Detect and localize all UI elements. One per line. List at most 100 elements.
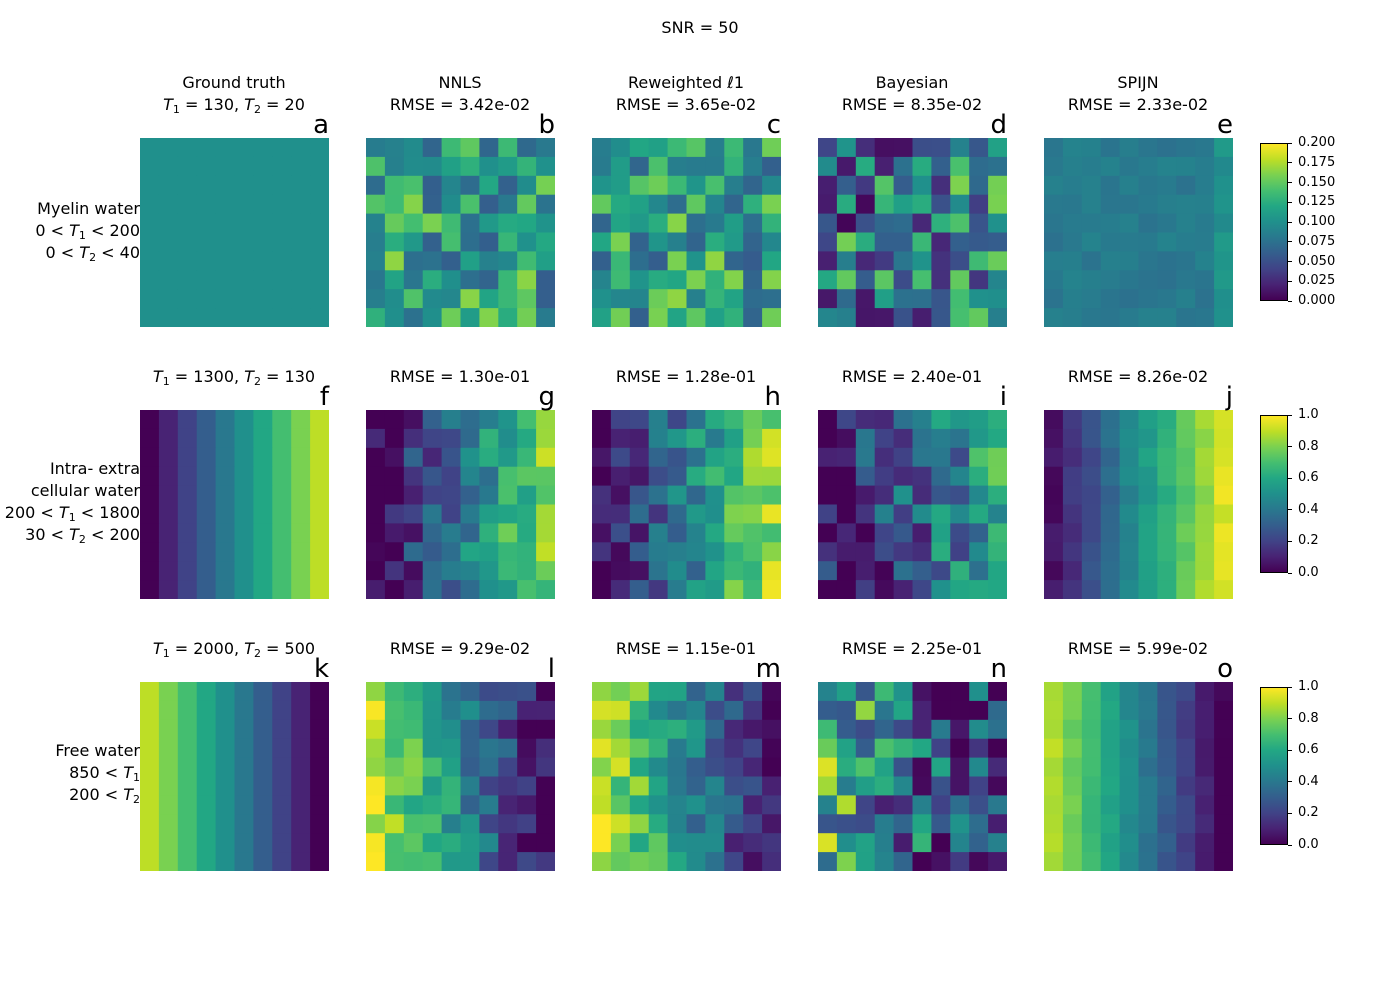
heatmap-cell	[705, 738, 725, 758]
heatmap-cell	[1176, 580, 1196, 599]
heatmap-cell	[1081, 156, 1102, 177]
heatmap-cell	[517, 156, 537, 177]
heatmap-cell	[724, 428, 744, 449]
heatmap-cell	[1119, 466, 1139, 486]
heatmap-cell	[422, 757, 442, 777]
heatmap-cell	[686, 175, 706, 196]
heatmap-cell	[140, 428, 160, 449]
heatmap-cell	[724, 138, 744, 158]
heatmap-cell	[855, 833, 876, 853]
heatmap-cell	[1176, 175, 1196, 196]
heatmap-cell	[310, 251, 329, 271]
heatmap-cell	[988, 156, 1007, 177]
colorbar-tick-mark	[1288, 509, 1292, 511]
heatmap-cell	[874, 580, 894, 599]
heatmap-cell	[1119, 833, 1139, 853]
heatmap-cell	[215, 504, 235, 524]
heatmap-cell	[610, 833, 631, 853]
heatmap-cell	[310, 232, 329, 252]
heatmap-cell	[855, 738, 876, 758]
heatmap-cell	[988, 542, 1007, 562]
heatmap-cell	[441, 738, 461, 758]
heatmap-cell	[422, 410, 442, 430]
heatmap-cell	[1044, 410, 1064, 430]
heatmap-cell	[818, 561, 838, 581]
heatmap-cell	[177, 719, 198, 740]
heatmap-cell	[1100, 833, 1120, 853]
heatmap-cell	[743, 682, 763, 702]
heatmap-cell	[479, 580, 499, 599]
heatmap-cell	[196, 814, 216, 834]
heatmap-cell	[1100, 795, 1120, 815]
heatmap-cell	[460, 561, 480, 581]
heatmap-cell	[1044, 719, 1064, 740]
heatmap-cell	[1100, 776, 1120, 796]
heatmap-cell	[1214, 852, 1233, 871]
heatmap-cell	[818, 251, 838, 271]
heatmap-cell	[272, 795, 292, 815]
heatmap-cell	[950, 852, 970, 871]
heatmap-cell	[836, 308, 857, 327]
heatmap-cell	[460, 757, 480, 777]
heatmap-cell	[479, 175, 499, 196]
heatmap-cell	[705, 232, 725, 252]
heatmap-cell	[762, 757, 781, 777]
heatmap-cell	[743, 580, 763, 599]
heatmap-cell	[1062, 232, 1083, 252]
heatmap-cell	[610, 700, 631, 721]
heatmap-cell	[1119, 542, 1139, 562]
heatmap-panel-k	[140, 682, 329, 871]
heatmap-cell	[648, 776, 668, 796]
heatmap-cell	[366, 719, 386, 740]
heatmap-cell	[422, 138, 442, 158]
heatmap-cell	[592, 410, 612, 430]
heatmap-cell	[836, 542, 857, 562]
heatmap-cell	[855, 410, 876, 430]
heatmap-cell	[836, 428, 857, 449]
heatmap-cell	[610, 428, 631, 449]
heatmap-cell	[912, 776, 932, 796]
heatmap-cell	[366, 156, 386, 177]
colorbar-tick-label: 0.050	[1298, 253, 1336, 269]
heatmap-cell	[705, 485, 725, 505]
heatmap-cell	[215, 738, 235, 758]
heatmap-cell	[950, 213, 970, 233]
heatmap-cell	[1081, 757, 1102, 777]
heatmap-cell	[158, 308, 179, 327]
heatmap-cell	[158, 852, 179, 871]
heatmap-cell	[517, 308, 537, 327]
heatmap-cell	[498, 410, 518, 430]
heatmap-cell	[629, 542, 650, 562]
heatmap-cell	[686, 213, 706, 233]
heatmap-cell	[988, 175, 1007, 196]
heatmap-cell	[517, 542, 537, 562]
heatmap-cell	[1044, 289, 1064, 309]
heatmap-cell	[724, 795, 744, 815]
heatmap-cell	[460, 466, 480, 486]
panel-letter-l: l	[547, 654, 555, 684]
heatmap-cell	[517, 682, 537, 702]
heatmap-cell	[460, 738, 480, 758]
heatmap-cell	[969, 580, 989, 599]
heatmap-cell	[648, 194, 668, 214]
heatmap-cell	[403, 523, 424, 543]
heatmap-cell	[762, 682, 781, 702]
heatmap-cell	[988, 833, 1007, 853]
heatmap-panel-f	[140, 410, 329, 599]
heatmap-cell	[667, 251, 687, 271]
heatmap-cell	[648, 447, 668, 468]
heatmap-cell	[196, 682, 216, 702]
heatmap-cell	[196, 738, 216, 758]
heatmap-cell	[196, 776, 216, 796]
heatmap-cell	[1119, 447, 1139, 468]
heatmap-cell	[705, 561, 725, 581]
heatmap-cell	[384, 795, 405, 815]
heatmap-cell	[648, 814, 668, 834]
colorbar-tick-mark	[1288, 221, 1292, 223]
heatmap-cell	[988, 485, 1007, 505]
heatmap-cell	[253, 428, 273, 449]
heatmap-cell	[140, 700, 160, 721]
heatmap-cell	[1062, 542, 1083, 562]
heatmap-cell	[366, 485, 386, 505]
heatmap-cell	[836, 814, 857, 834]
